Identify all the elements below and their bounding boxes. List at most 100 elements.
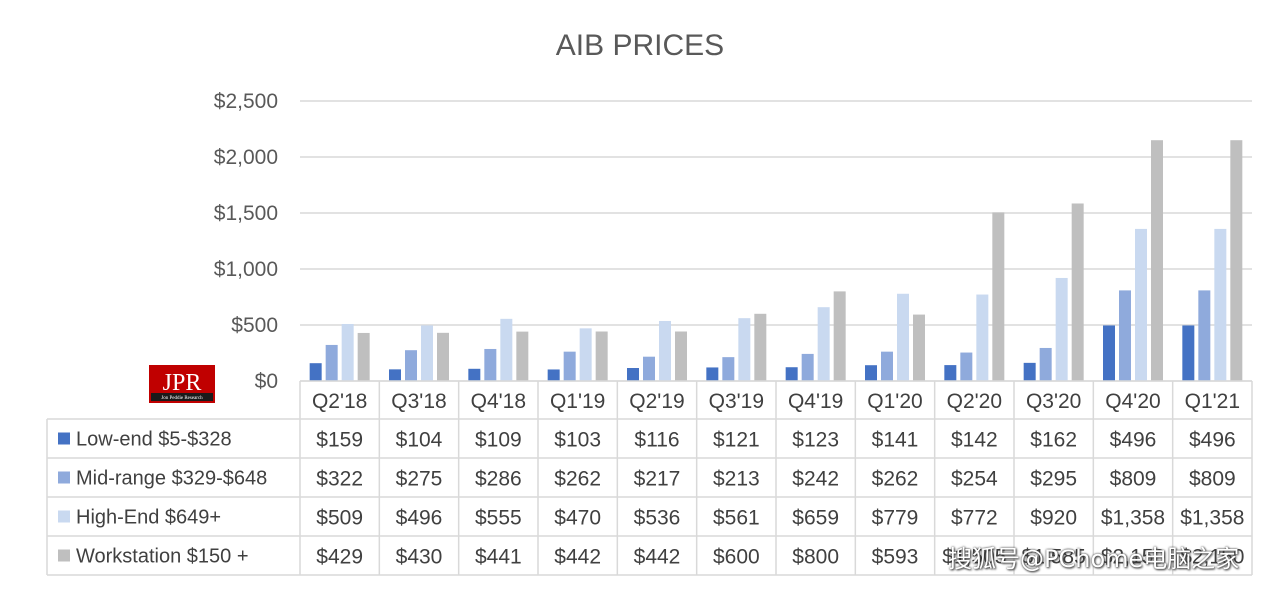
x-tick-label: Q4'20 (1105, 390, 1160, 413)
y-tick-label: $0 (255, 370, 278, 393)
data-label: $1,585 (1022, 546, 1086, 569)
bar (500, 318, 513, 381)
bar (421, 325, 433, 381)
svg-text:JPR: JPR (163, 370, 202, 396)
data-label: $496 (1189, 429, 1236, 452)
legend-label: Low-end $5-$328 (76, 429, 232, 451)
bar (992, 212, 1005, 381)
data-label: $262 (872, 468, 919, 491)
bar (1055, 277, 1068, 381)
x-tick-label: Q1'21 (1185, 390, 1240, 413)
data-label: $442 (554, 546, 601, 569)
data-label: $600 (713, 546, 760, 569)
legend-swatch (58, 549, 70, 562)
bar (1230, 140, 1243, 381)
bar (1151, 140, 1163, 381)
bar (833, 291, 846, 381)
bar (1135, 228, 1147, 381)
bar (865, 365, 877, 381)
bar (1039, 347, 1052, 381)
legend-swatch (58, 471, 70, 484)
data-label: $809 (1189, 468, 1236, 491)
x-tick-label: Q2'19 (629, 390, 684, 413)
chart-title: AIB PRICES (556, 29, 724, 62)
bar (437, 332, 449, 381)
bar (579, 328, 592, 381)
data-label: $809 (1110, 468, 1157, 491)
data-label: $779 (872, 507, 919, 530)
data-label: $142 (951, 429, 998, 452)
bar (627, 368, 639, 381)
data-label: $159 (316, 429, 363, 452)
bar (643, 356, 655, 381)
data-label: $920 (1030, 507, 1077, 530)
x-tick-label: Q3'20 (1026, 390, 1081, 413)
legend-label: Workstation $150 + (76, 546, 249, 568)
data-label: $1,505 (942, 546, 1006, 569)
data-label: $2,150 (1101, 546, 1165, 569)
data-label: $286 (475, 468, 522, 491)
data-label: $561 (713, 507, 760, 530)
legend-swatch (58, 510, 70, 523)
x-tick-label: Q3'18 (391, 390, 446, 413)
data-label: $536 (634, 507, 681, 530)
bars (309, 140, 1243, 381)
bar (881, 351, 893, 381)
x-tick-label: Q2'20 (947, 390, 1002, 413)
bar (960, 352, 973, 381)
bar (897, 293, 909, 381)
data-label: $103 (554, 429, 601, 452)
data-label: $2,150 (1180, 546, 1244, 569)
data-label: $441 (475, 546, 522, 569)
y-tick-label: $1,500 (214, 202, 278, 225)
bar (1023, 362, 1036, 381)
bar (484, 348, 497, 381)
data-label: $123 (792, 429, 839, 452)
data-label: $429 (316, 546, 363, 569)
y-tick-label: $2,500 (214, 90, 278, 113)
x-tick-label: Q1'20 (867, 390, 922, 413)
data-label: $254 (951, 468, 998, 491)
bar (595, 331, 608, 381)
y-tick-label: $500 (231, 314, 278, 337)
bar (659, 320, 671, 381)
watermark: 搜狐号@PChome电脑之家 (948, 545, 1240, 573)
data-label: $242 (792, 468, 839, 491)
bar (817, 307, 830, 381)
data-label: $496 (1110, 429, 1157, 452)
bar (1182, 325, 1195, 381)
data-label: $262 (554, 468, 601, 491)
x-tick-label: Q1'19 (550, 390, 605, 413)
bar (1071, 203, 1084, 381)
y-tick-label: $1,000 (214, 258, 278, 281)
data-label: $116 (634, 429, 679, 452)
bar (1214, 228, 1227, 381)
bar (1198, 290, 1211, 381)
x-tick-label: Q2'18 (312, 390, 367, 413)
data-label: $442 (634, 546, 681, 569)
data-table: Q2'18 Q3'18 Q4'18 Q1'19 Q2'19 Q3'19 Q4'19 Q1'20… (46, 380, 1253, 576)
data-label: $1,358 (1101, 507, 1165, 530)
bar (563, 351, 576, 381)
data-label: $275 (396, 468, 443, 491)
bar (468, 368, 481, 381)
bar (357, 332, 370, 381)
bar (976, 294, 989, 381)
data-label: $213 (713, 468, 760, 491)
bar (913, 314, 925, 381)
jpr-logo: JPR Jon Peddie Research (149, 365, 215, 403)
bar (801, 353, 814, 381)
data-label: $121 (713, 429, 760, 452)
bar (1119, 290, 1131, 381)
data-label: $141 (872, 429, 919, 452)
bar (325, 344, 338, 381)
data-label: $659 (792, 507, 839, 530)
x-tick-label: Q3'19 (709, 390, 764, 413)
legend-label: High-End $649+ (76, 507, 221, 529)
bar (516, 331, 529, 381)
data-label: $800 (792, 546, 839, 569)
bar (547, 369, 560, 381)
bar (1103, 325, 1115, 381)
bar (675, 331, 687, 381)
